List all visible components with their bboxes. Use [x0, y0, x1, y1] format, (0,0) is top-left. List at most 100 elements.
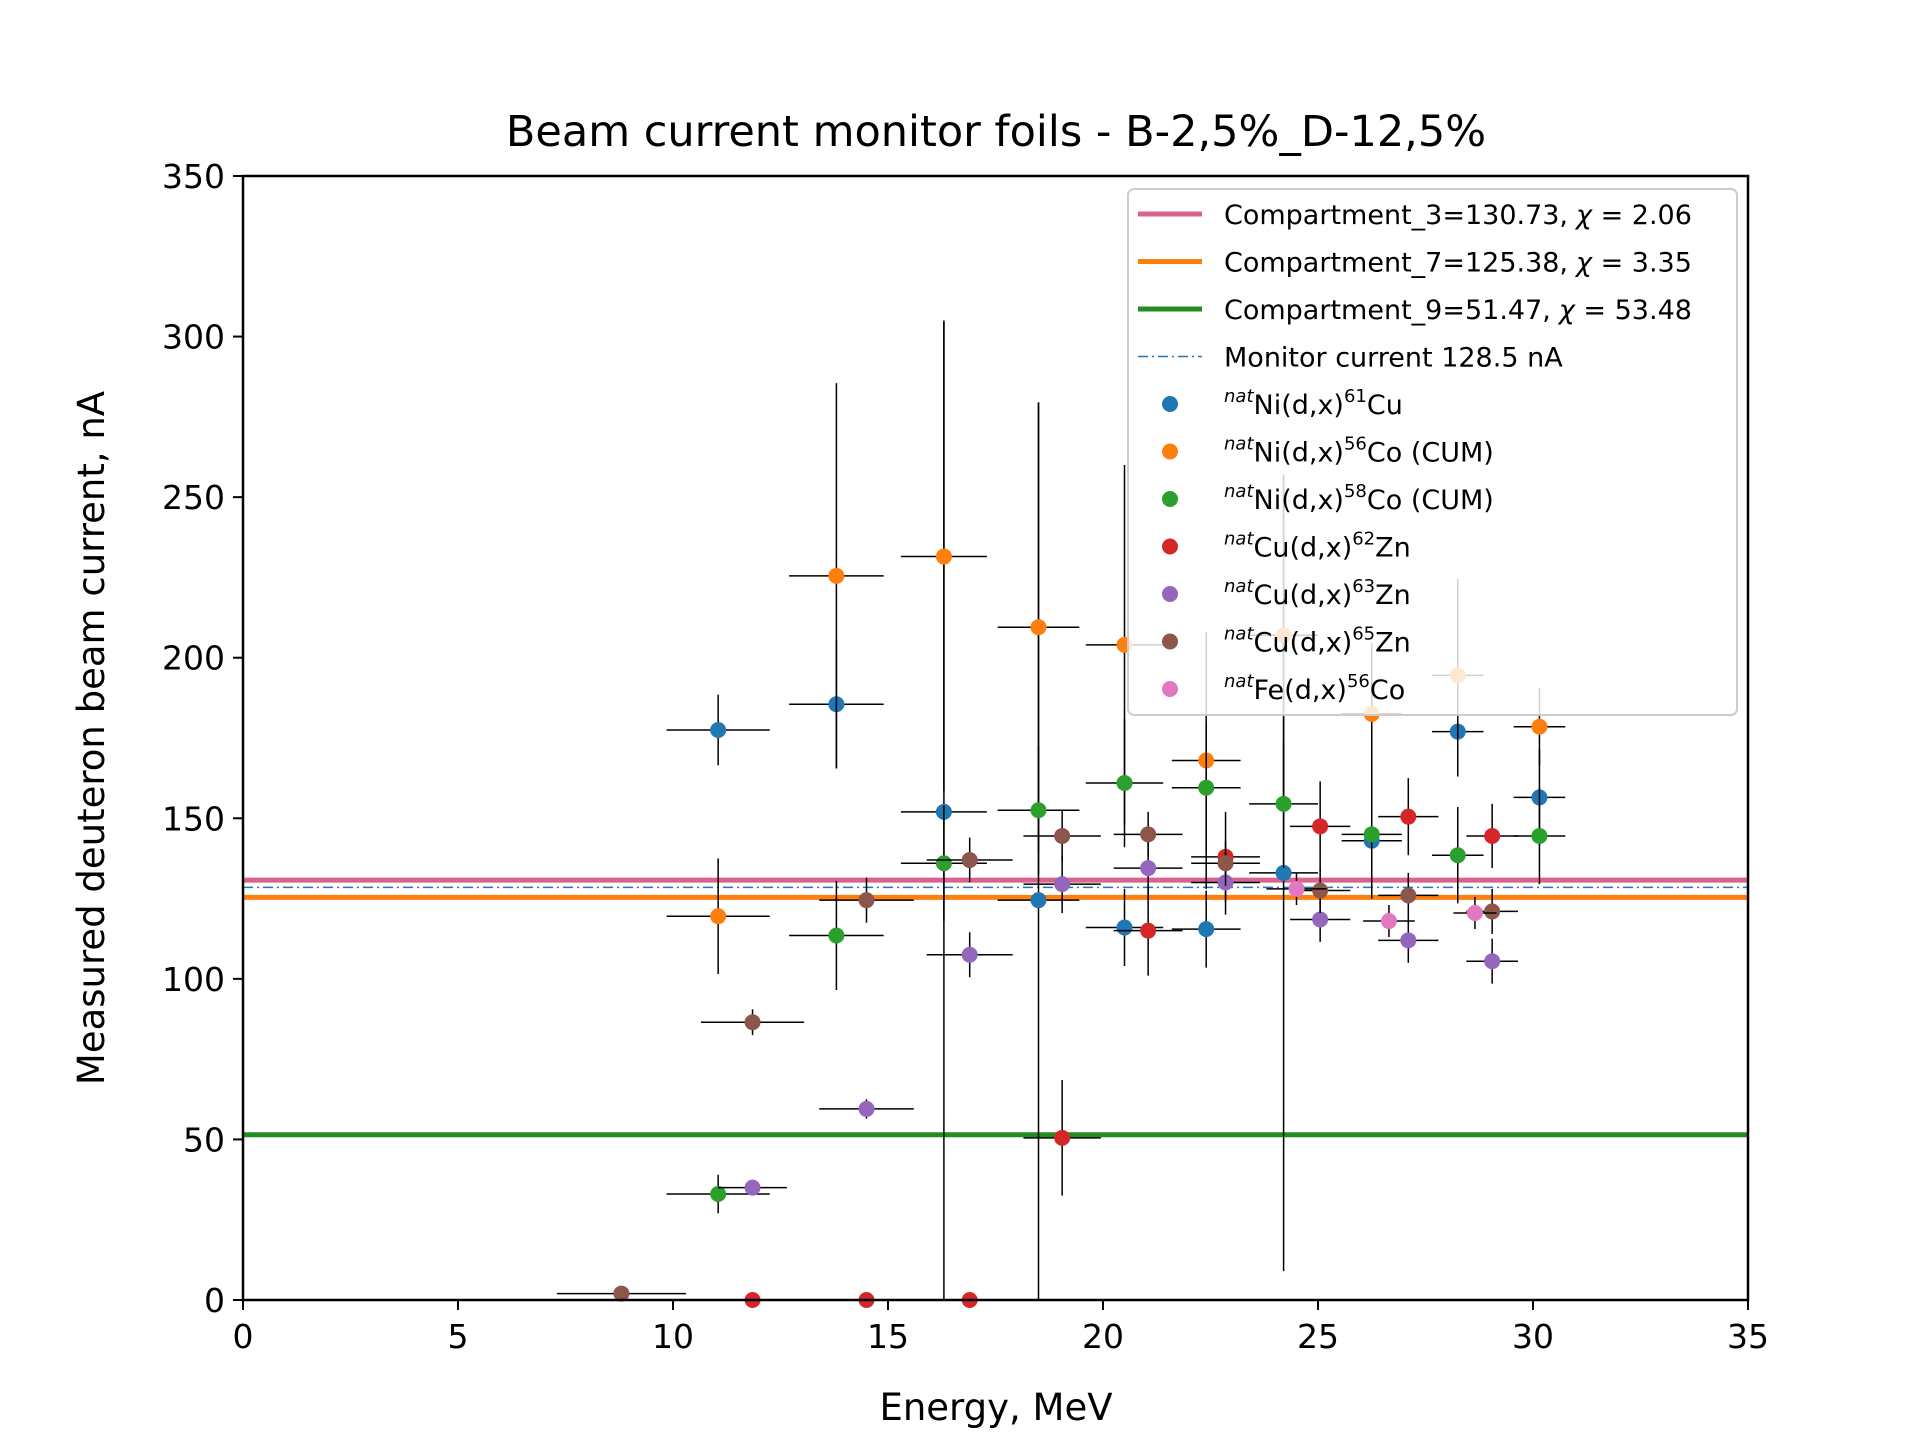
- x-tick-label: 30: [1512, 1317, 1554, 1356]
- legend-product: Co: [1367, 438, 1402, 469]
- legend-marker-swatch: [1162, 443, 1178, 460]
- legend-product: Zn: [1375, 533, 1411, 564]
- data-point: [828, 927, 845, 944]
- legend-product: Cu: [1367, 390, 1403, 421]
- plot-frame: [241, 174, 1750, 1302]
- legend-entry-line-0: Compartment_3=130.73, χ = 2.06: [1224, 200, 1692, 231]
- data-point: [1484, 827, 1501, 844]
- data-point: [1531, 827, 1548, 844]
- data-point: [1363, 826, 1380, 843]
- data-point: [1030, 619, 1047, 636]
- y-axis-title: Measured deuteron beam current, nA: [70, 391, 113, 1085]
- legend-label-chi-value: 2.06: [1632, 200, 1692, 231]
- data-point: [858, 1100, 875, 1117]
- y-tick-label: 0: [204, 1281, 225, 1320]
- plot-area: [243, 320, 1748, 1308]
- x-tick-label: 0: [233, 1317, 254, 1356]
- data-point: [1198, 779, 1215, 796]
- legend-label-chi-value: 3.35: [1632, 248, 1692, 279]
- legend-sup-mass: 62: [1352, 529, 1375, 550]
- y-tick-label: 350: [162, 157, 225, 196]
- legend-entry-series-0: natNi(d,x)61Cu: [1224, 386, 1403, 421]
- x-tick-label: 10: [652, 1317, 694, 1356]
- y-tick-label: 250: [162, 478, 225, 517]
- legend-sup-nat: nat: [1224, 386, 1254, 407]
- legend-label-name: Monitor current 128.5 nA: [1224, 343, 1563, 374]
- data-point: [1312, 882, 1329, 899]
- data-point: [1400, 932, 1417, 949]
- legend-target: Cu(d,x): [1254, 580, 1353, 611]
- data-point: [1380, 913, 1397, 930]
- legend-marker-swatch: [1162, 681, 1178, 697]
- chart-title: Beam current monitor foils - B-2,5%_D-12…: [506, 107, 1486, 157]
- legend-target: Ni(d,x): [1254, 485, 1344, 516]
- legend-product: Zn: [1375, 628, 1411, 659]
- legend-marker-swatch: [1162, 491, 1178, 507]
- legend-sup-mass: 56: [1347, 671, 1370, 692]
- x-axis-title: Energy, MeV: [879, 1386, 1112, 1429]
- legend-sup-mass: 56: [1344, 434, 1367, 455]
- legend-target: Fe(d,x): [1254, 675, 1347, 706]
- legend-label-name: Compartment_7=125.38,: [1224, 248, 1568, 279]
- legend-product: Zn: [1375, 580, 1411, 611]
- data-point: [1312, 911, 1329, 928]
- legend-sup-nat: nat: [1224, 481, 1254, 502]
- legend-sup-mass: 61: [1344, 386, 1367, 407]
- legend-entry-line-1: Compartment_7=125.38, χ = 3.35: [1224, 248, 1692, 279]
- x-tick-label: 20: [1082, 1317, 1124, 1356]
- y-tick-label: 100: [162, 960, 225, 999]
- data-point: [1140, 860, 1157, 877]
- legend-entry-line-3: Monitor current 128.5 nA: [1224, 343, 1563, 374]
- legend-sup-nat: nat: [1224, 529, 1254, 550]
- data-point: [1466, 905, 1483, 922]
- legend: Compartment_3=130.73, χ = 2.06 Compartment…: [1127, 188, 1738, 716]
- x-tick-label: 5: [448, 1317, 469, 1356]
- data-point: [1400, 808, 1417, 825]
- data-point: [1275, 795, 1292, 812]
- data-point: [1484, 953, 1501, 970]
- data-point: [1116, 774, 1133, 791]
- x-tick-label: 25: [1297, 1317, 1339, 1356]
- data-point: [1054, 876, 1071, 893]
- data-point: [1275, 864, 1292, 881]
- data-point: [744, 1014, 761, 1031]
- data-point: [1217, 855, 1234, 872]
- legend-entry-series-2: natNi(d,x)58Co (CUM): [1224, 481, 1494, 516]
- legend-sup-mass: 63: [1352, 576, 1375, 597]
- data-point: [1531, 718, 1548, 735]
- legend-suffix: (CUM): [1402, 485, 1494, 516]
- data-point: [1140, 922, 1157, 939]
- legend-label-chi: χ =: [1557, 295, 1615, 326]
- data-point: [1140, 826, 1157, 843]
- legend-label-chi: χ =: [1574, 248, 1632, 279]
- legend-marker-swatch: [1162, 633, 1178, 650]
- legend-entry-series-3: natCu(d,x)62Zn: [1224, 529, 1411, 564]
- series-2: [666, 718, 1566, 1214]
- data-point: [1030, 892, 1047, 909]
- data-point: [858, 892, 875, 909]
- data-point: [1116, 919, 1133, 936]
- legend-sup-mass: 58: [1344, 481, 1367, 502]
- data-point: [1198, 921, 1215, 938]
- x-tick-label: 35: [1727, 1317, 1769, 1356]
- legend-sup-mass: 65: [1352, 624, 1375, 645]
- legend-label-chi-value: 53.48: [1615, 295, 1692, 326]
- legend-entry-series-6: natFe(d,x)56Co: [1224, 671, 1405, 706]
- data-point: [961, 946, 978, 963]
- y-tick-label: 200: [162, 639, 225, 678]
- legend-product: Co: [1370, 675, 1405, 706]
- legend-entry-series-5: natCu(d,x)65Zn: [1224, 624, 1411, 659]
- data-point: [1449, 847, 1466, 864]
- y-tick-label: 300: [162, 318, 225, 357]
- legend-product: Co: [1367, 485, 1402, 516]
- legend-sup-nat: nat: [1224, 576, 1254, 597]
- data-point: [744, 1179, 761, 1196]
- legend-box: [1127, 188, 1738, 716]
- series-4: [718, 835, 1518, 1196]
- data-point: [710, 908, 727, 925]
- legend-target: Cu(d,x): [1254, 533, 1353, 564]
- data-point: [828, 567, 845, 584]
- series-6: [1266, 872, 1497, 938]
- legend-entry-line-2: Compartment_9=51.47, χ = 53.48: [1224, 295, 1692, 326]
